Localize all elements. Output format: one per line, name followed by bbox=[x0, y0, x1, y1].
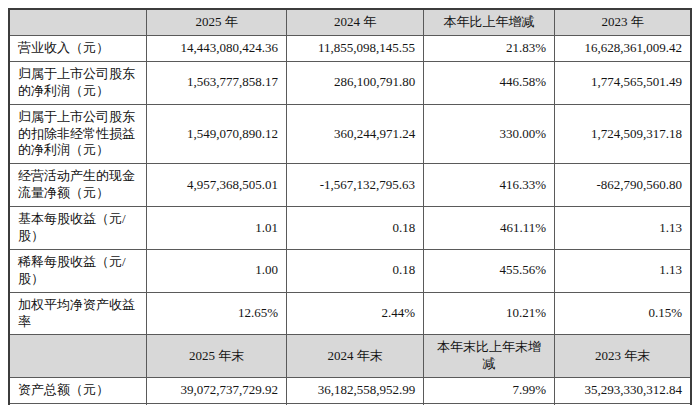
row-label-cell: 归属于上市公司股东的扣除非经常性损益的净利润（元） bbox=[9, 104, 147, 164]
row-label-cell: 稀释每股收益（元/股） bbox=[9, 249, 147, 292]
value-2025-cell: 14,443,080,424.36 bbox=[147, 36, 287, 62]
financial-summary-page: 2025 年 2024 年 本年比上年增减 2023 年 营业收入（元） 14,… bbox=[0, 0, 700, 405]
header-2023: 2023 年 bbox=[555, 9, 691, 36]
annual-header-row: 2025 年 2024 年 本年比上年增减 2023 年 bbox=[9, 9, 691, 36]
header-2025-year-end: 2025 年末 bbox=[147, 335, 287, 378]
change-cell: 7.99% bbox=[424, 378, 555, 404]
header-yoy-change: 本年比上年增减 bbox=[424, 9, 555, 36]
value-2023-cell: 1,774,565,501.49 bbox=[555, 61, 691, 104]
table-row-basic-eps: 基本每股收益（元/股） 1.01 0.18 461.11% 1.13 bbox=[9, 207, 691, 250]
value-2023-cell: -862,790,560.80 bbox=[555, 164, 691, 207]
row-label-cell: 经营活动产生的现金流量净额（元） bbox=[9, 164, 147, 207]
row-label-cell: 加权平均净资产收益率 bbox=[9, 292, 147, 335]
row-label-cell: 基本每股收益（元/股） bbox=[9, 207, 147, 250]
value-2025-cell: 1.00 bbox=[147, 249, 287, 292]
change-cell: 416.33% bbox=[424, 164, 555, 207]
value-2025-cell: 39,072,737,729.92 bbox=[147, 378, 287, 404]
table-row-weighted-avg-roe: 加权平均净资产收益率 12.65% 2.44% 10.21% 0.15% bbox=[9, 292, 691, 335]
table-row-total-assets: 资产总额（元） 39,072,737,729.92 36,182,558,952… bbox=[9, 378, 691, 404]
value-2025-cell: 1,549,070,890.12 bbox=[147, 104, 287, 164]
change-cell: 446.58% bbox=[424, 61, 555, 104]
row-label-cell: 归属于上市公司股东的净利润（元） bbox=[9, 61, 147, 104]
header-2024: 2024 年 bbox=[287, 9, 424, 36]
table-row-net-profit-excl-nonrecurring: 归属于上市公司股东的扣除非经常性损益的净利润（元） 1,549,070,890.… bbox=[9, 104, 691, 164]
change-cell: 21.83% bbox=[424, 36, 555, 62]
row-label-cell: 营业收入（元） bbox=[9, 36, 147, 62]
header-2024-year-end: 2024 年末 bbox=[287, 335, 424, 378]
value-2024-cell: 11,855,098,145.55 bbox=[287, 36, 424, 62]
header-year-end-change: 本年末比上年末增减 bbox=[424, 335, 555, 378]
empty-header-cell bbox=[9, 335, 147, 378]
value-2023-cell: 1.13 bbox=[555, 249, 691, 292]
year-end-header-row: 2025 年末 2024 年末 本年末比上年末增减 2023 年末 bbox=[9, 335, 691, 378]
table-row-diluted-eps: 稀释每股收益（元/股） 1.00 0.18 455.56% 1.13 bbox=[9, 249, 691, 292]
value-2025-cell: 1.01 bbox=[147, 207, 287, 250]
change-cell: 330.00% bbox=[424, 104, 555, 164]
value-2024-cell: 2.44% bbox=[287, 292, 424, 335]
value-2023-cell: 0.15% bbox=[555, 292, 691, 335]
table-row-net-profit: 归属于上市公司股东的净利润（元） 1,563,777,858.17 286,10… bbox=[9, 61, 691, 104]
value-2023-cell: 1.13 bbox=[555, 207, 691, 250]
change-cell: 10.21% bbox=[424, 292, 555, 335]
value-2024-cell: 286,100,791.80 bbox=[287, 61, 424, 104]
value-2025-cell: 1,563,777,858.17 bbox=[147, 61, 287, 104]
value-2025-cell: 12.65% bbox=[147, 292, 287, 335]
key-financials-table: 2025 年 2024 年 本年比上年增减 2023 年 营业收入（元） 14,… bbox=[8, 8, 692, 405]
empty-header-cell bbox=[9, 9, 147, 36]
header-2023-year-end: 2023 年末 bbox=[555, 335, 691, 378]
header-2025: 2025 年 bbox=[147, 9, 287, 36]
value-2024-cell: 36,182,558,952.99 bbox=[287, 378, 424, 404]
value-2024-cell: 0.18 bbox=[287, 249, 424, 292]
value-2025-cell: 4,957,368,505.01 bbox=[147, 164, 287, 207]
change-cell: 461.11% bbox=[424, 207, 555, 250]
value-2023-cell: 35,293,330,312.84 bbox=[555, 378, 691, 404]
value-2023-cell: 1,724,509,317.18 bbox=[555, 104, 691, 164]
table-row-operating-cash-flow: 经营活动产生的现金流量净额（元） 4,957,368,505.01 -1,567… bbox=[9, 164, 691, 207]
change-cell: 455.56% bbox=[424, 249, 555, 292]
row-label-cell: 资产总额（元） bbox=[9, 378, 147, 404]
value-2023-cell: 16,628,361,009.42 bbox=[555, 36, 691, 62]
value-2024-cell: 360,244,971.24 bbox=[287, 104, 424, 164]
value-2024-cell: 0.18 bbox=[287, 207, 424, 250]
table-row-revenue: 营业收入（元） 14,443,080,424.36 11,855,098,145… bbox=[9, 36, 691, 62]
value-2024-cell: -1,567,132,795.63 bbox=[287, 164, 424, 207]
